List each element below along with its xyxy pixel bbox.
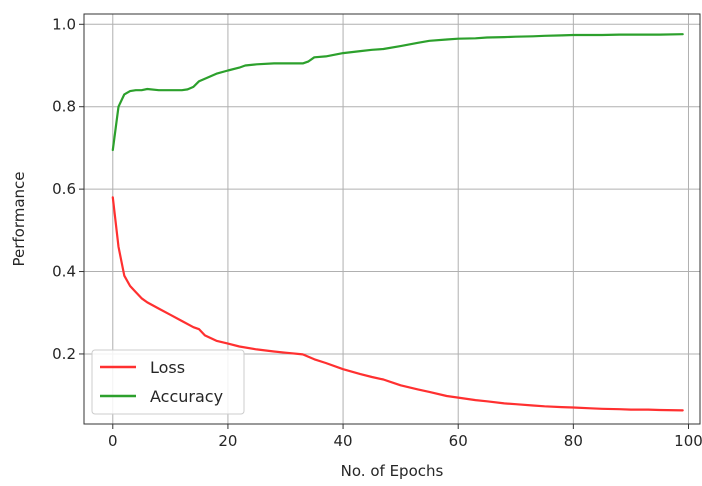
x-tick-label: 40 xyxy=(334,432,353,450)
plot-frame xyxy=(83,13,701,425)
series-lines xyxy=(111,33,684,412)
y-tick-label: 0.8 xyxy=(52,98,76,116)
legend-label-accuracy: Accuracy xyxy=(150,387,223,406)
x-tick-label: 60 xyxy=(449,432,468,450)
x-axis-label: No. of Epochs xyxy=(341,462,444,480)
x-tick-label: 80 xyxy=(564,432,583,450)
y-tick-label: 0.6 xyxy=(52,180,76,198)
y-tick-label: 0.4 xyxy=(52,263,76,281)
x-tick-label: 20 xyxy=(218,432,237,450)
y-tick-label: 0.2 xyxy=(52,345,76,363)
legend-label-loss: Loss xyxy=(150,358,185,377)
series-line-loss xyxy=(111,196,684,412)
y-tick-label: 1.0 xyxy=(52,15,76,33)
series-line-accuracy xyxy=(111,33,684,152)
y-axis-label: Performance xyxy=(10,171,28,266)
x-tick-label: 100 xyxy=(674,432,702,450)
x-tick-label: 0 xyxy=(108,432,118,450)
y-axis: 0.2 0.4 0.6 0.8 1.0 xyxy=(52,15,84,363)
legend: Loss Accuracy xyxy=(91,349,245,415)
x-axis: 0 20 40 60 80 100 xyxy=(108,424,702,450)
